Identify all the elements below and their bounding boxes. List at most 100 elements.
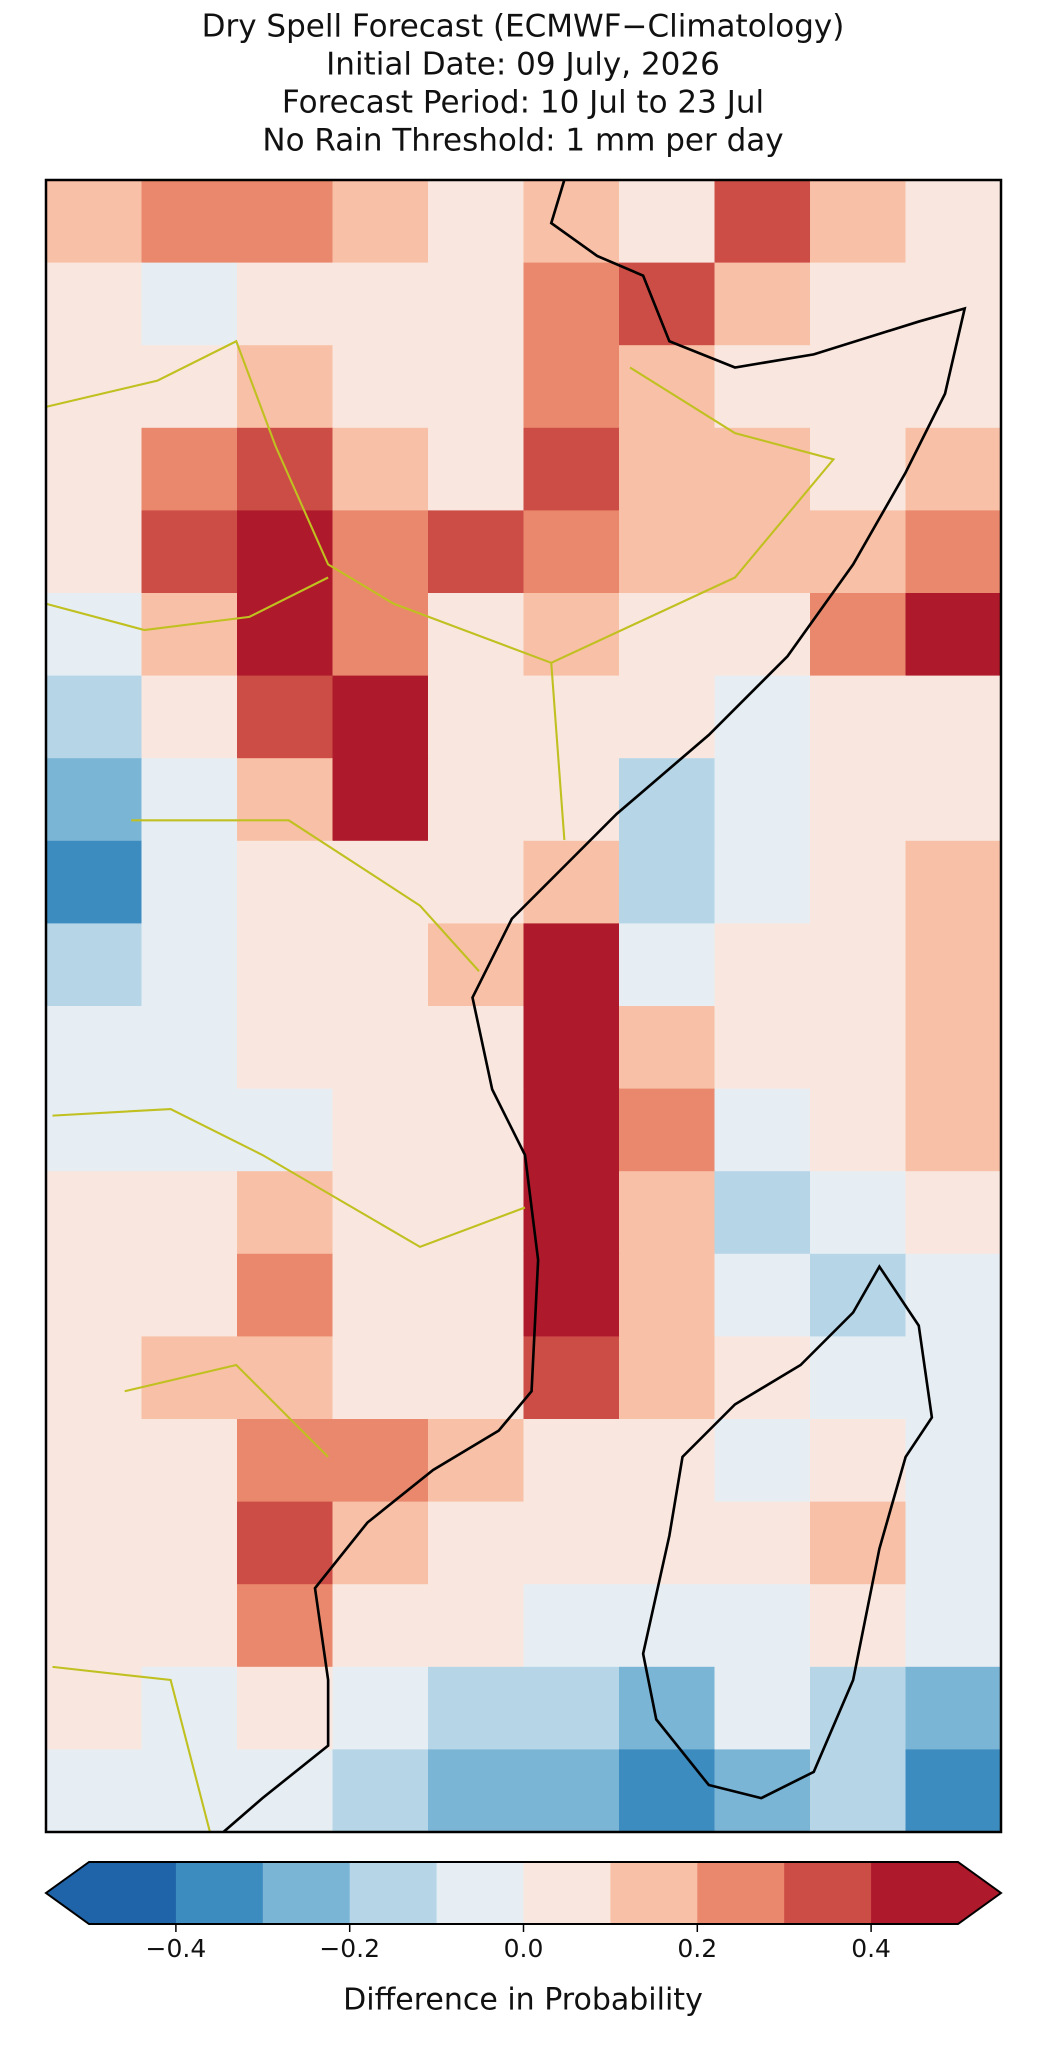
- cell: [141, 593, 238, 677]
- cell: [237, 758, 333, 842]
- cell: [523, 758, 620, 842]
- cell: [905, 923, 1002, 1007]
- cell: [714, 1253, 811, 1337]
- cell: [237, 345, 333, 429]
- cell: [332, 593, 429, 677]
- cell: [332, 1666, 429, 1750]
- cell: [141, 840, 238, 924]
- cell: [905, 1501, 1002, 1585]
- cell: [237, 1666, 333, 1750]
- cell: [141, 1006, 238, 1090]
- cell: [428, 262, 524, 346]
- colorbar-label: Difference in Probability: [343, 1983, 703, 2018]
- cell: [619, 1666, 715, 1750]
- cell: [141, 510, 238, 594]
- cell: [332, 1749, 429, 1833]
- cell: [619, 675, 715, 759]
- cell: [619, 593, 715, 677]
- cell: [46, 1336, 142, 1420]
- cell: [332, 180, 429, 264]
- cell: [428, 510, 524, 594]
- colorbar-outline: [44, 1861, 1003, 1925]
- cell: [810, 675, 906, 759]
- colorbar-extend: [958, 1862, 1001, 1924]
- cell: [141, 675, 238, 759]
- cell: [523, 1419, 620, 1503]
- cell: [332, 510, 429, 594]
- colorbar-segment: [610, 1862, 698, 1924]
- coastlines: [45, 179, 967, 1834]
- cell: [714, 1666, 811, 1750]
- cell: [428, 1088, 524, 1172]
- madagascar: [641, 1264, 934, 1800]
- cell: [714, 1419, 811, 1503]
- colorbar-segment: [523, 1862, 611, 1924]
- colorbar-segment: [436, 1862, 524, 1924]
- cell: [141, 262, 238, 346]
- cell: [46, 180, 142, 264]
- cell: [905, 1253, 1002, 1337]
- cell: [523, 1088, 620, 1172]
- cell: [619, 840, 715, 924]
- colorbar-segment: [697, 1862, 785, 1924]
- cell: [46, 1501, 142, 1585]
- colorbar-segment: [871, 1862, 959, 1924]
- colorbar-tick-label: 0.2: [677, 1934, 717, 1963]
- cell: [905, 1419, 1002, 1503]
- cell: [237, 1749, 333, 1833]
- cell: [46, 1584, 142, 1668]
- colorbar-tick-label: −0.4: [146, 1934, 207, 1963]
- cell: [428, 180, 524, 264]
- cell: [332, 758, 429, 842]
- cell: [428, 923, 524, 1007]
- cell: [237, 840, 333, 924]
- cell: [810, 923, 906, 1007]
- cell: [523, 1171, 620, 1255]
- cell: [714, 758, 811, 842]
- cell: [810, 1006, 906, 1090]
- cell: [332, 1171, 429, 1255]
- cell: [905, 593, 1002, 677]
- cell: [46, 923, 142, 1007]
- cell: [46, 675, 142, 759]
- cell: [619, 1336, 715, 1420]
- cell: [141, 923, 238, 1007]
- cell: [523, 180, 620, 264]
- cell: [46, 840, 142, 924]
- cell: [237, 1171, 333, 1255]
- cell: [619, 1171, 715, 1255]
- cell: [332, 1501, 429, 1585]
- colorbar-tick-label: −0.2: [319, 1934, 380, 1963]
- cell: [810, 1336, 906, 1420]
- cell: [905, 840, 1002, 924]
- colorbar-segment: [175, 1862, 264, 1924]
- cell: [714, 345, 811, 429]
- cell: [237, 510, 333, 594]
- cell: [428, 1584, 524, 1668]
- cell: [810, 510, 906, 594]
- map-frame: [44, 178, 1003, 1834]
- cell: [428, 1171, 524, 1255]
- chart-title: Initial Date: 09 July, 2026: [326, 47, 720, 83]
- cell: [810, 840, 906, 924]
- heatmap: [46, 180, 1002, 1833]
- cell: [905, 1006, 1002, 1090]
- colorbar-segment: [262, 1862, 351, 1924]
- cell: [428, 1419, 524, 1503]
- cell: [905, 180, 1002, 264]
- cell: [46, 1253, 142, 1337]
- cell: [523, 1501, 620, 1585]
- cell: [905, 1088, 1002, 1172]
- cell: [523, 1666, 620, 1750]
- cell: [810, 1088, 906, 1172]
- cell: [141, 180, 238, 264]
- cell: [905, 758, 1002, 842]
- cell: [714, 1501, 811, 1585]
- cell: [332, 1006, 429, 1090]
- cell: [141, 1501, 238, 1585]
- cell: [714, 262, 811, 346]
- cell: [332, 1419, 429, 1503]
- cell: [810, 1419, 906, 1503]
- cell: [810, 1171, 906, 1255]
